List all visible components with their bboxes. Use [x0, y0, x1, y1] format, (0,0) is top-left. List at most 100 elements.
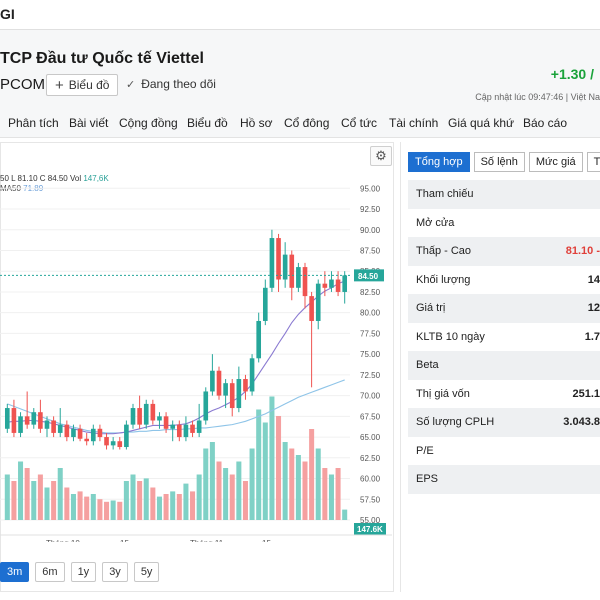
ohlc-values: 50 L 81.10 C 84.50 Vol — [0, 174, 82, 183]
candle-body — [269, 238, 275, 288]
candle-body — [163, 416, 169, 429]
side-tab-3[interactable]: Thố — [586, 152, 600, 172]
tab-3[interactable]: Biểu đồ — [187, 116, 228, 130]
tab-4[interactable]: Hồ sơ — [240, 116, 273, 130]
stock-header: TCP Đầu tư Quốc tế Viettel PCOM + Biểu đ… — [0, 30, 600, 110]
stats-row: Thị giá vốn 251.1 — [408, 380, 600, 409]
side-tab-1[interactable]: Số lệnh — [473, 152, 525, 172]
volume-bar — [328, 474, 334, 520]
y-tick-label: 92.50 — [360, 205, 381, 214]
stats-table: Tham chiếu Mở cửa Thấp - Cao 81.10 - Khối lư… — [408, 180, 600, 494]
stats-row: KLTB 10 ngày 1.7 — [408, 323, 600, 352]
y-tick-label: 57.50 — [360, 495, 381, 504]
x-tick-label: 15 — [120, 539, 129, 542]
volume-bar — [31, 481, 37, 520]
range-button-4[interactable]: 5y — [133, 562, 160, 582]
volume-bar — [289, 448, 295, 520]
volume-bar — [77, 491, 83, 520]
y-tick-label: 55.00 — [360, 516, 381, 525]
range-button-1[interactable]: 6m — [35, 562, 65, 582]
candle-body — [229, 383, 235, 409]
volume-bar — [44, 487, 50, 520]
y-tick-label: 82.50 — [360, 288, 381, 297]
volume-bar — [242, 481, 248, 520]
candle-body — [183, 424, 189, 438]
y-tick-label: 87.50 — [360, 246, 381, 255]
candle-body — [329, 279, 334, 288]
tab-9[interactable]: Báo cáo — [523, 116, 568, 130]
stats-label: Thị giá vốn — [416, 387, 470, 400]
volume-bar — [322, 468, 328, 520]
volume-bar — [209, 442, 215, 520]
volume-bar — [64, 487, 70, 520]
tab-6[interactable]: Cổ tức — [341, 116, 378, 130]
candle-body — [196, 420, 202, 433]
volume-badge-label: 147.6K — [357, 525, 383, 534]
side-tab-0[interactable]: Tổng hợp — [408, 152, 470, 172]
volume-bar — [203, 448, 209, 520]
last-price-label: 84.50 — [358, 272, 379, 281]
volume-bar — [104, 501, 110, 520]
volume-bar — [150, 487, 156, 520]
volume-bar — [143, 478, 149, 520]
y-tick-label: 72.50 — [360, 371, 381, 380]
stats-label: Khối lượng — [416, 273, 471, 286]
volume-bar — [4, 474, 10, 520]
candle-body — [137, 408, 142, 425]
tab-5[interactable]: Cổ đông — [284, 116, 330, 130]
side-tab-2[interactable]: Mức giá — [528, 152, 583, 172]
follow-toggle[interactable]: ✓ Đang theo dõi — [126, 77, 216, 91]
stats-row: Mở cửa — [408, 209, 600, 238]
brand-logo[interactable]: GI — [0, 6, 15, 22]
range-button-3[interactable]: 3y — [102, 562, 128, 582]
y-tick-label: 65.00 — [360, 433, 381, 442]
stats-label: EPS — [416, 473, 439, 486]
volume-bar — [262, 422, 268, 520]
tab-8[interactable]: Giá quá khứ — [448, 116, 515, 130]
stats-label: Mở cửa — [416, 216, 455, 229]
candle-body — [223, 383, 228, 396]
chart-button[interactable]: + Biểu đồ — [46, 74, 119, 96]
candle-body — [210, 370, 215, 392]
stats-value: 12 — [587, 302, 600, 315]
last-price-badge — [354, 269, 384, 282]
volume-bar — [216, 461, 222, 520]
candle-body — [77, 428, 83, 439]
stats-value: 81.10 - — [565, 245, 600, 258]
tab-1[interactable]: Bài viết — [69, 116, 109, 130]
stats-row: Thấp - Cao 81.10 - — [408, 237, 600, 266]
stats-row: P/E — [408, 437, 600, 466]
volume-bar — [315, 448, 321, 520]
volume-bar — [342, 509, 348, 520]
candle-body — [24, 416, 30, 425]
plus-icon: + — [55, 76, 64, 94]
tab-7[interactable]: Tài chính — [389, 116, 439, 130]
volume-bar — [223, 468, 229, 520]
y-tick-label: 62.50 — [360, 454, 381, 463]
candle-body — [130, 408, 136, 425]
volume-bar — [249, 448, 255, 520]
volume-value: 147,6K — [83, 174, 109, 183]
tab-0[interactable]: Phân tích — [8, 116, 59, 130]
volume-bar — [24, 468, 30, 520]
range-button-0[interactable]: 3m — [0, 562, 30, 582]
volume-bar — [110, 500, 116, 520]
stats-label: Tham chiếu — [416, 188, 474, 201]
volume-bar — [90, 494, 96, 520]
volume-bar — [37, 474, 43, 520]
volume-bar — [276, 416, 282, 520]
volume-bar — [256, 409, 262, 520]
volume-bar — [190, 491, 196, 520]
volume-bar — [117, 501, 123, 520]
candle-body — [57, 424, 63, 433]
range-button-2[interactable]: 1y — [70, 562, 97, 582]
gear-icon[interactable]: ⚙ — [370, 146, 392, 166]
candle-body — [90, 428, 96, 442]
top-bar: GI — [0, 0, 600, 30]
tab-2[interactable]: Cộng đồng — [119, 116, 178, 130]
volume-bar — [123, 481, 129, 520]
x-tick-label: Tháng 11 — [190, 539, 224, 542]
candle-body — [4, 408, 10, 429]
price-chart[interactable]: 95.0092.5090.0087.5085.0082.5080.0077.50… — [0, 170, 392, 542]
candle-body — [124, 424, 129, 448]
